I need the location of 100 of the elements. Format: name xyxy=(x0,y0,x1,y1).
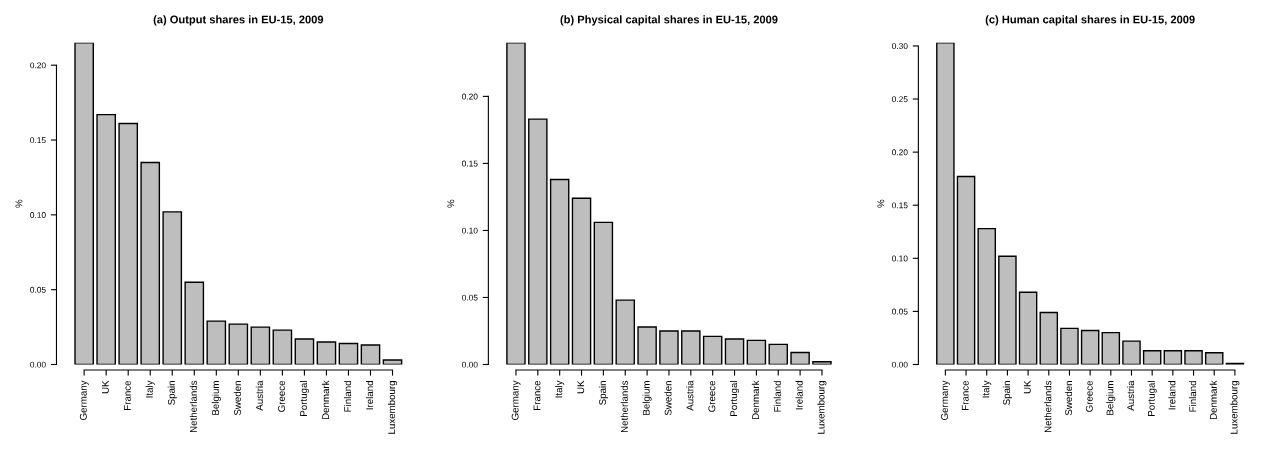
bar xyxy=(593,221,614,365)
x-tick-label: Greece xyxy=(278,380,285,412)
bar xyxy=(1122,340,1141,365)
bar xyxy=(1018,291,1038,365)
x-tick-label: Luxembourg xyxy=(817,381,827,434)
x-tick-label: Sweden xyxy=(1064,381,1073,416)
x-tick-label: Austria xyxy=(686,380,694,411)
y-tick-label: 0.10 xyxy=(892,255,908,262)
x-tick-label: Denmark xyxy=(1209,380,1217,420)
bar xyxy=(228,323,249,365)
bar xyxy=(360,344,381,365)
bar xyxy=(272,329,293,365)
x-tick-label: Sweden xyxy=(233,381,241,416)
x-tick-label: Denmark xyxy=(751,380,759,420)
bar xyxy=(812,361,832,365)
bar xyxy=(206,320,227,365)
chart-title: (b) Physical capital shares in EU-15, 2009 xyxy=(560,15,778,26)
y-tick-label: 0.05 xyxy=(462,294,478,301)
bar xyxy=(956,175,976,365)
y-tick-label: 0.25 xyxy=(892,96,908,103)
bar xyxy=(382,359,403,365)
bar xyxy=(571,197,592,365)
bar xyxy=(615,299,636,365)
chart-title: (c) Human capital shares in EU-15, 2009 xyxy=(985,15,1195,26)
y-axis-title: % xyxy=(447,199,455,208)
y-tick-label: 0.10 xyxy=(30,212,46,218)
x-tick-label: Italy xyxy=(555,380,565,398)
bar xyxy=(74,42,94,365)
y-axis-title: % xyxy=(15,199,23,208)
x-tick-label: Portugal xyxy=(299,381,309,416)
bar xyxy=(338,342,359,365)
x-tick-label: Belgium xyxy=(211,381,221,415)
bar xyxy=(1163,350,1183,365)
x-tick-label: Germany xyxy=(511,380,521,420)
x-tick-label: Netherlands xyxy=(1044,380,1052,433)
y-tick-label: 0.15 xyxy=(892,202,908,209)
x-tick-label: Spain xyxy=(1002,381,1012,405)
bar xyxy=(184,281,205,365)
bar xyxy=(294,338,315,365)
y-tick-label: 0.20 xyxy=(892,149,908,156)
x-tick-label: Belgium xyxy=(1106,381,1116,415)
bar xyxy=(659,330,679,365)
bar xyxy=(1080,329,1100,365)
bar xyxy=(1101,331,1121,365)
y-tick-label: 0.00 xyxy=(892,361,908,368)
bar xyxy=(96,113,117,365)
x-tick-label: Portugal xyxy=(1147,381,1157,416)
x-tick-label: Luxembourg xyxy=(1230,381,1240,434)
x-tick-label: Greece xyxy=(708,380,716,412)
bar xyxy=(1142,350,1162,365)
bar xyxy=(724,338,745,365)
bar xyxy=(768,343,789,365)
x-tick-label: UK xyxy=(102,380,109,394)
x-tick-label: Portugal xyxy=(730,381,740,416)
bar xyxy=(528,118,548,365)
x-tick-label: Greece xyxy=(1085,380,1093,412)
x-tick-label: France xyxy=(961,380,969,410)
bar xyxy=(637,326,657,365)
y-axis-title: % xyxy=(877,199,885,208)
x-tick-label: France xyxy=(124,380,131,410)
bar xyxy=(681,330,701,365)
x-tick-label: UK xyxy=(577,380,585,394)
bar xyxy=(140,161,161,365)
bar xyxy=(506,42,526,365)
bar xyxy=(316,341,337,365)
bar xyxy=(790,351,810,365)
x-tick-label: Netherlands xyxy=(620,380,628,433)
y-tick-label: 0.20 xyxy=(462,93,478,100)
y-tick-label: 0.15 xyxy=(30,137,46,144)
y-tick-label: 0.00 xyxy=(462,361,478,368)
x-tick-label: Belgium xyxy=(642,381,652,415)
bar xyxy=(977,227,997,365)
y-tick-label: 0.30 xyxy=(892,43,908,50)
bar xyxy=(936,42,955,365)
x-tick-label: Finland xyxy=(773,381,781,412)
x-tick-label: Sweden xyxy=(664,381,672,416)
x-tick-label: Spain xyxy=(598,381,608,405)
bar xyxy=(746,339,767,365)
x-tick-label: Germany xyxy=(941,380,950,420)
x-tick-label: UK xyxy=(1023,380,1031,394)
y-tick-label: 0.15 xyxy=(462,160,478,167)
y-tick-label: 0.10 xyxy=(462,227,478,234)
bar xyxy=(998,255,1017,365)
y-tick-label: 0.00 xyxy=(30,361,46,368)
x-tick-label: Luxembourg xyxy=(387,381,398,434)
bar xyxy=(1204,352,1224,365)
x-tick-label: France xyxy=(533,380,541,410)
x-tick-label: Netherlands xyxy=(189,380,197,433)
x-tick-label: Denmark xyxy=(321,380,330,420)
bar xyxy=(118,122,139,365)
bar xyxy=(1184,350,1203,365)
bar xyxy=(250,326,271,365)
x-tick-label: Germany xyxy=(79,380,89,420)
bar xyxy=(162,211,183,365)
x-tick-label: Spain xyxy=(167,381,177,405)
x-tick-label: Austria xyxy=(1126,380,1135,411)
x-tick-label: Italy xyxy=(982,380,992,398)
x-tick-label: Ireland xyxy=(795,381,803,410)
x-tick-label: Austria xyxy=(255,380,263,411)
y-tick-label: 0.05 xyxy=(892,308,908,315)
